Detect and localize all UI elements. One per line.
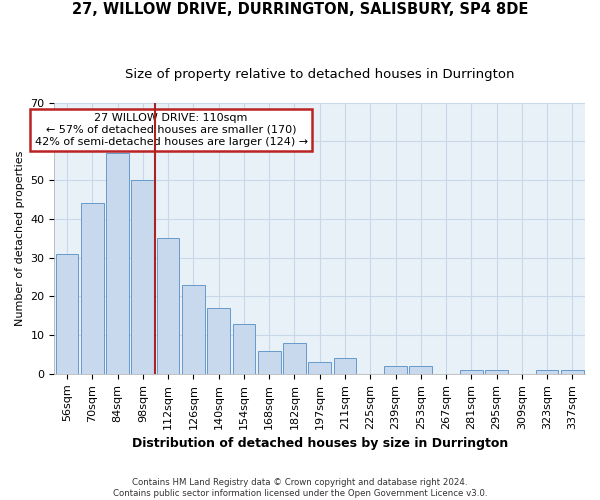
Y-axis label: Number of detached properties: Number of detached properties (15, 150, 25, 326)
Text: Contains HM Land Registry data © Crown copyright and database right 2024.
Contai: Contains HM Land Registry data © Crown c… (113, 478, 487, 498)
Text: 27 WILLOW DRIVE: 110sqm
← 57% of detached houses are smaller (170)
42% of semi-d: 27 WILLOW DRIVE: 110sqm ← 57% of detache… (35, 114, 308, 146)
Bar (56, 254, 79, 374)
Bar (233, 324, 255, 374)
Bar (207, 308, 230, 374)
Bar (131, 180, 154, 374)
Bar (485, 370, 508, 374)
X-axis label: Distribution of detached houses by size in Durrington: Distribution of detached houses by size … (131, 437, 508, 450)
Bar (283, 343, 306, 374)
Bar (258, 350, 281, 374)
Bar (409, 366, 432, 374)
Title: Size of property relative to detached houses in Durrington: Size of property relative to detached ho… (125, 68, 514, 80)
Bar (157, 238, 179, 374)
Text: 27, WILLOW DRIVE, DURRINGTON, SALISBURY, SP4 8DE: 27, WILLOW DRIVE, DURRINGTON, SALISBURY,… (72, 2, 528, 18)
Bar (308, 362, 331, 374)
Bar (334, 358, 356, 374)
Bar (182, 285, 205, 374)
Bar (536, 370, 559, 374)
Bar (384, 366, 407, 374)
Bar (561, 370, 584, 374)
Bar (81, 204, 104, 374)
Bar (460, 370, 482, 374)
Bar (106, 153, 129, 374)
